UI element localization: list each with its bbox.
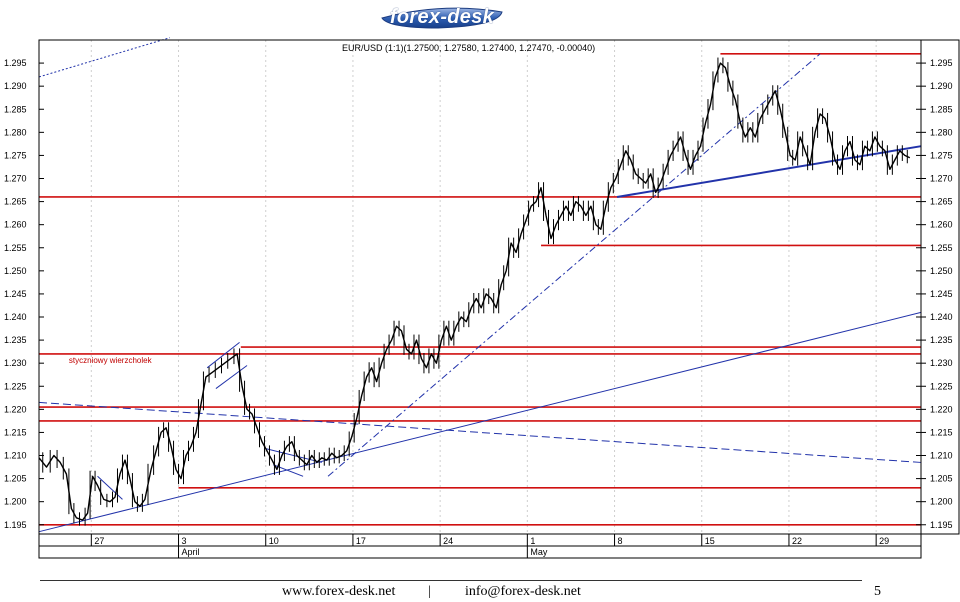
trend-line xyxy=(327,53,821,477)
logo-swoosh xyxy=(381,7,503,29)
page-number: 5 xyxy=(874,584,881,599)
footer-email-link[interactable]: info@forex-desk.net xyxy=(465,584,581,599)
y-tick-label-right: 1.220 xyxy=(930,404,953,414)
y-tick-label-left: 1.285 xyxy=(4,104,27,114)
forex-desk-logo: forex-desk xyxy=(378,4,506,30)
y-tick-label-right: 1.290 xyxy=(930,81,953,91)
date-tick-label: 17 xyxy=(356,536,366,546)
y-tick-label-left: 1.235 xyxy=(4,335,27,345)
y-tick-label-right: 1.195 xyxy=(930,520,953,530)
y-tick-label-left: 1.255 xyxy=(4,243,27,253)
price-line xyxy=(38,62,911,521)
horizontal-levels xyxy=(39,53,921,526)
date-tick-label: 8 xyxy=(618,536,623,546)
trend-line xyxy=(265,448,322,463)
date-tick-label: 15 xyxy=(705,536,715,546)
footer: www.forex-desk.net | info@forex-desk.net… xyxy=(0,584,960,602)
trend-line xyxy=(97,475,123,500)
annotation-label: styczniowy wierzcholek xyxy=(69,356,153,365)
chart-grid xyxy=(90,40,877,534)
y-tick-label-left: 1.290 xyxy=(4,81,27,91)
trend-line xyxy=(616,145,922,198)
y-tick-label-right: 1.245 xyxy=(930,289,953,299)
trend-line xyxy=(38,311,922,533)
y-tick-label-left: 1.195 xyxy=(4,520,27,530)
y-tick-label-right: 1.235 xyxy=(930,335,953,345)
date-tick-label: 22 xyxy=(792,536,802,546)
footer-separator: | xyxy=(428,584,431,599)
right-axis-frame xyxy=(920,39,960,535)
trend-line xyxy=(38,401,922,463)
month-label: April xyxy=(182,547,200,557)
y-tick-label-left: 1.250 xyxy=(4,266,27,276)
y-tick-label-right: 1.280 xyxy=(930,127,953,137)
logo-text: forex-desk xyxy=(389,6,495,28)
y-tick-label-right: 1.275 xyxy=(930,150,953,160)
y-tick-label-left: 1.275 xyxy=(4,150,27,160)
chart-axes: 27 3 10 17 24 1 8 15 22 29 April May 1.195 1.195 1.200… xyxy=(4,58,953,558)
y-tick-label-left: 1.220 xyxy=(4,404,27,414)
y-tick-label-left: 1.265 xyxy=(4,197,27,207)
date-tick-label: 1 xyxy=(530,536,535,546)
date-tick-label: 24 xyxy=(443,536,453,546)
y-tick-label-right: 1.225 xyxy=(930,381,953,391)
y-tick-label-left: 1.295 xyxy=(4,58,27,68)
y-tick-label-right: 1.210 xyxy=(930,451,953,461)
y-tick-label-right: 1.230 xyxy=(930,358,953,368)
eurusd-chart: 27 3 10 17 24 1 8 15 22 29 April May 1.195 1.195 1.200… xyxy=(4,37,960,559)
y-tick-label-left: 1.245 xyxy=(4,289,27,299)
y-tick-label-left: 1.270 xyxy=(4,174,27,184)
y-tick-label-right: 1.270 xyxy=(930,174,953,184)
y-tick-label-right: 1.200 xyxy=(930,497,953,507)
trend-line xyxy=(38,37,170,78)
y-tick-label-right: 1.215 xyxy=(930,427,953,437)
y-tick-label-right: 1.295 xyxy=(930,58,953,68)
y-tick-label-right: 1.265 xyxy=(930,197,953,207)
chart-annotations: styczniowy wierzcholek xyxy=(69,356,153,365)
trend-line xyxy=(206,342,240,369)
y-tick-label-left: 1.240 xyxy=(4,312,27,322)
y-tick-label-right: 1.205 xyxy=(930,474,953,484)
y-tick-label-right: 1.255 xyxy=(930,243,953,253)
y-tick-label-right: 1.260 xyxy=(930,220,953,230)
date-tick-label: 10 xyxy=(269,536,279,546)
date-tick-label: 27 xyxy=(94,536,104,546)
y-tick-label-left: 1.230 xyxy=(4,358,27,368)
date-tick-label: 29 xyxy=(879,536,889,546)
footer-divider xyxy=(40,580,862,581)
y-tick-label-right: 1.250 xyxy=(930,266,953,276)
footer-website-link[interactable]: www.forex-desk.net xyxy=(282,584,396,599)
y-tick-label-left: 1.210 xyxy=(4,451,27,461)
y-tick-label-right: 1.240 xyxy=(930,312,953,322)
price-series xyxy=(38,57,911,526)
y-tick-label-left: 1.280 xyxy=(4,127,27,137)
y-tick-label-left: 1.215 xyxy=(4,427,27,437)
y-tick-label-right: 1.285 xyxy=(930,104,953,114)
y-tick-label-left: 1.205 xyxy=(4,474,27,484)
trend-line xyxy=(215,365,248,389)
date-tick-label: 3 xyxy=(182,536,187,546)
y-tick-label-left: 1.200 xyxy=(4,497,27,507)
month-label: May xyxy=(530,547,548,557)
chart-title: EUR/USD (1:1)(1.27500, 1.27580, 1.27400,… xyxy=(342,43,595,53)
y-tick-label-left: 1.225 xyxy=(4,381,27,391)
y-tick-label-left: 1.260 xyxy=(4,220,27,230)
